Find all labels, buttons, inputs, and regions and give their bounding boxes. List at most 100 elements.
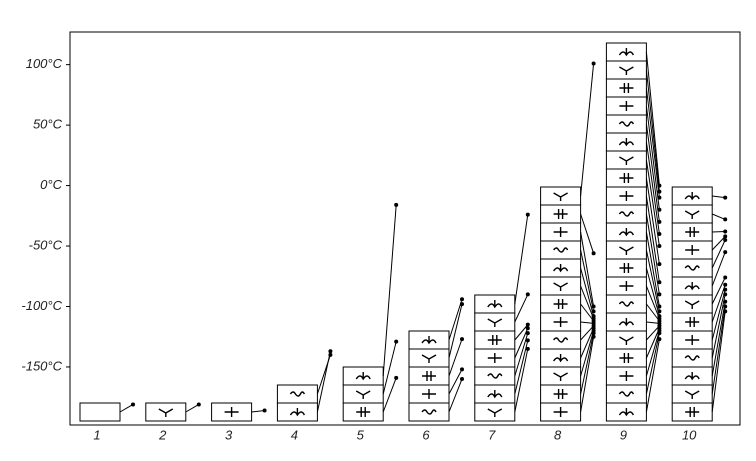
stack-box — [606, 151, 646, 169]
leader-line — [712, 240, 725, 268]
leader-line — [449, 339, 462, 376]
point — [723, 217, 727, 221]
point — [657, 314, 661, 318]
leader-line — [515, 349, 528, 412]
point — [657, 262, 661, 266]
stack-box — [672, 205, 712, 223]
point — [592, 314, 596, 318]
point — [723, 196, 727, 200]
stack-box — [80, 403, 120, 421]
stack-box — [672, 295, 712, 313]
x-tick-label: 6 — [422, 427, 430, 442]
x-tick-label: 10 — [682, 427, 697, 442]
y-tick-label: 50°C — [33, 117, 63, 132]
point — [460, 337, 464, 341]
point — [592, 304, 596, 308]
leader-line — [515, 215, 528, 304]
leader-line — [581, 63, 594, 196]
point — [657, 184, 661, 188]
point — [460, 367, 464, 371]
leader-line — [449, 369, 462, 394]
point — [657, 280, 661, 284]
point — [197, 402, 201, 406]
point — [328, 349, 332, 353]
x-tick-label: 4 — [291, 427, 298, 442]
stack-box — [541, 277, 581, 295]
stack-box — [606, 385, 646, 403]
stack-box — [606, 331, 646, 349]
x-tick-label: 8 — [554, 427, 562, 442]
stack-box — [475, 313, 515, 331]
point — [657, 208, 661, 212]
x-tick-label: 5 — [357, 427, 365, 442]
leader-line — [186, 404, 199, 412]
point — [657, 190, 661, 194]
y-tick-label: -100°C — [21, 298, 62, 313]
stack-box — [277, 385, 317, 403]
leader-line — [449, 304, 462, 358]
stack-box — [541, 241, 581, 259]
point — [460, 377, 464, 381]
leader-line — [383, 378, 396, 412]
x-tick-label: 7 — [488, 427, 496, 442]
leader-line — [581, 214, 594, 253]
point — [657, 220, 661, 224]
stack-box — [409, 403, 449, 421]
stack-box — [606, 115, 646, 133]
point — [723, 238, 727, 242]
stack-box — [672, 349, 712, 367]
leader-line — [581, 337, 594, 412]
y-tick-label: -150°C — [21, 358, 62, 373]
leader-line — [515, 294, 528, 322]
point — [723, 283, 727, 287]
point — [723, 275, 727, 279]
point — [592, 61, 596, 65]
point — [657, 244, 661, 248]
leader-line — [581, 232, 594, 306]
stack-box — [475, 403, 515, 421]
point — [526, 323, 530, 327]
leader-line — [449, 379, 462, 412]
y-tick-label: 100°C — [26, 56, 63, 71]
x-tick-label: 9 — [620, 427, 627, 442]
point — [723, 230, 727, 234]
point — [723, 250, 727, 254]
point — [394, 203, 398, 207]
point — [394, 376, 398, 380]
stack-box — [606, 205, 646, 223]
point — [526, 292, 530, 296]
y-tick-label: 0°C — [40, 177, 62, 192]
point — [460, 297, 464, 301]
point — [526, 213, 530, 217]
stack-box — [606, 241, 646, 259]
leader-line — [646, 339, 659, 412]
stack-box — [672, 259, 712, 277]
stack-box — [409, 349, 449, 367]
x-tick-label: 2 — [158, 427, 167, 442]
point — [328, 353, 332, 357]
leader-line — [646, 88, 659, 198]
point — [592, 251, 596, 255]
leader-line — [712, 214, 725, 219]
stack-box — [541, 187, 581, 205]
stack-box — [541, 331, 581, 349]
leader-line — [515, 340, 528, 394]
point — [263, 408, 267, 412]
stack-box — [672, 385, 712, 403]
leader-line — [449, 299, 462, 340]
point — [657, 304, 661, 308]
stack-box — [606, 295, 646, 313]
stack-box — [606, 61, 646, 79]
point — [657, 232, 661, 236]
point — [657, 292, 661, 296]
stack-box — [343, 385, 383, 403]
leader-line — [317, 355, 330, 394]
stack-box — [475, 367, 515, 385]
point — [592, 309, 596, 313]
y-tick-label: -50°C — [29, 237, 63, 252]
point — [131, 402, 135, 406]
point — [723, 234, 727, 238]
point — [657, 196, 661, 200]
point — [394, 340, 398, 344]
